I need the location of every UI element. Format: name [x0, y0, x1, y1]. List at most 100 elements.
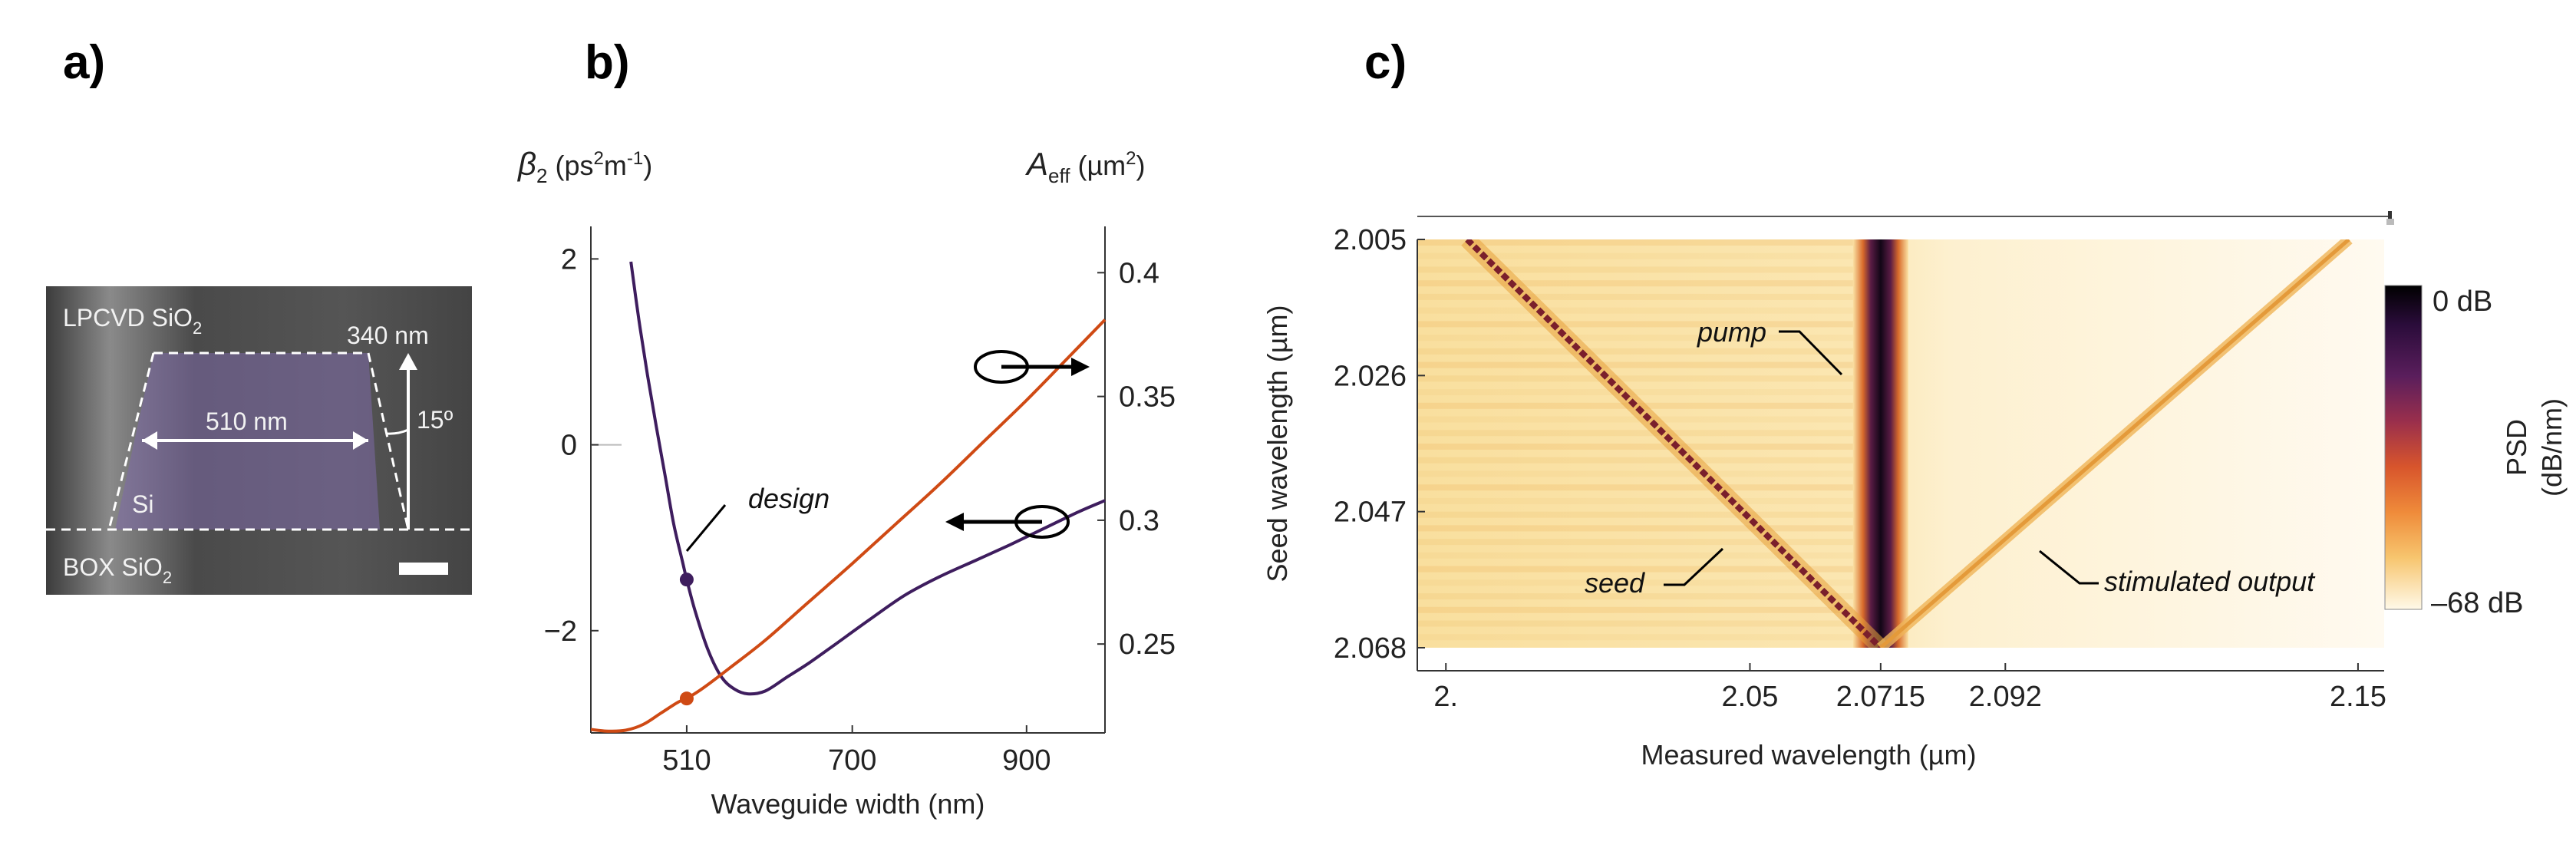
heat-stripe	[1417, 634, 1881, 641]
output-annotation: stimulated output	[2104, 566, 2316, 597]
c-y-tick-label: 2.047	[1334, 497, 1407, 529]
colorbar-unit: (dB/nm)	[2536, 398, 2568, 497]
pump-annotation: pump	[1697, 316, 1766, 348]
heatmap-plot	[1461, 239, 2353, 648]
heat-stripe	[1417, 552, 1881, 559]
bottom-layer-label: BOX SiO2	[63, 553, 172, 587]
b-yr-tick-label: 0.3	[1119, 505, 1159, 537]
heat-stripe	[1417, 402, 1881, 409]
heat-stripe	[1417, 539, 1881, 546]
top-right-mark-tail	[2386, 219, 2394, 225]
colorbar	[2384, 285, 2423, 610]
aeff-axis-indicator	[974, 350, 1090, 384]
aeff-design-point	[679, 691, 694, 706]
right-axis-title: Aeff (µm2)	[1024, 146, 1146, 187]
angle-label: 15º	[417, 406, 454, 434]
heat-stripe	[1417, 389, 1881, 396]
seed-annotation: seed	[1585, 567, 1645, 599]
height-label: 340 nm	[347, 322, 429, 349]
beta2-series-line	[629, 261, 1106, 696]
stimulated-output-core	[1879, 239, 2350, 648]
b-y-tick-label: 2	[561, 243, 577, 276]
panel-a-label: a)	[63, 36, 105, 89]
c-y-tick-label: 2.068	[1334, 632, 1407, 665]
pump-band	[1852, 239, 1908, 648]
c-y-tick-label: 2.026	[1334, 360, 1407, 392]
output-leader	[2039, 549, 2099, 585]
heat-stripe	[1417, 579, 1881, 586]
pump-leader	[1779, 330, 1843, 376]
heat-stripe	[1417, 293, 1881, 300]
b-yr-tick-label: 0.4	[1119, 257, 1159, 289]
heat-stripe	[1417, 497, 1881, 504]
design-annotation: design	[748, 483, 830, 514]
panel-c: c) 2. 2.05 2.0715 2.092 2.152.0052.0262.0472…	[1262, 36, 2568, 771]
top-right-mark	[2388, 211, 2392, 225]
heat-stripe	[1417, 470, 1881, 477]
c-x-tick-label: 2.	[1433, 681, 1458, 713]
heat-stripe	[1417, 430, 1881, 437]
b-x-tick-label: 900	[1002, 744, 1051, 777]
heat-stripe	[1417, 348, 1881, 355]
panel-a: a) LPCVD SiO2 340 nm 510 nm 15º Si BOX S…	[46, 36, 472, 595]
heat-stripe	[1417, 606, 1881, 613]
panel-c-axes: 2. 2.05 2.0715 2.092 2.15 2.005 2.026 2.047 2.06…	[1262, 216, 2388, 771]
heat-stripe	[1417, 321, 1881, 328]
heat-stripe	[1417, 566, 1881, 573]
width-arrow-right-head	[353, 431, 368, 450]
heat-stripe	[1417, 335, 1881, 342]
b-x-tick-label: 510	[662, 744, 711, 777]
b-yr-tick-label: 0.25	[1119, 629, 1176, 661]
heat-stripe	[1417, 266, 1881, 273]
heat-stripe	[1417, 361, 1881, 368]
heat-stripe	[1417, 252, 1881, 259]
c-y-tick-label: 2.005	[1334, 224, 1407, 256]
c-y-axis-label: Seed wavelength (µm)	[1262, 305, 1293, 582]
beta2-axis-indicator	[945, 505, 1070, 539]
b-yr-tick-label: 0.35	[1119, 381, 1176, 414]
scale-bar	[399, 563, 448, 575]
panel-c-label: c)	[1364, 36, 1407, 89]
heat-stripe	[1417, 525, 1881, 532]
width-arrow-left-head	[142, 431, 157, 450]
panel-b: b) β2 (ps2m-1) Aeff (µm2) 510 700 900 2 0 −2 0.4…	[516, 36, 1176, 820]
angle-arc	[386, 428, 409, 435]
aeff-series-line	[590, 318, 1107, 733]
colorbar-top-label: 0 dB	[2433, 285, 2492, 318]
heat-stripe	[1417, 280, 1881, 287]
c-x-tick-label: 2.092	[1969, 681, 2042, 713]
b-y-tick-label: 0	[561, 430, 577, 462]
top-layer-label: LPCVD SiO2	[63, 304, 202, 338]
c-x-tick-label: 2.05	[1721, 681, 1778, 713]
panel-b-axes: 510 700 900 2 0 −2 0.4 0.35 0.3 0.25 Waveguide wid…	[544, 226, 1176, 820]
colorbar-bottom-label: –68 dB	[2431, 587, 2523, 619]
colorbar-title: PSD	[2501, 419, 2532, 476]
height-arrow-head	[399, 353, 417, 370]
b-y-tick-label: −2	[544, 615, 577, 648]
waveguide-top-outline	[153, 351, 410, 530]
b-x-axis-label: Waveguide width (nm)	[711, 788, 985, 820]
c-x-tick-label: 2.15	[2330, 681, 2386, 713]
heat-stripe	[1417, 457, 1881, 464]
heat-stripe	[1417, 444, 1881, 450]
seed-line	[1465, 239, 1883, 648]
core-label: Si	[132, 490, 153, 518]
heat-stripe	[1417, 239, 1881, 246]
heat-stripe	[1417, 307, 1881, 314]
left-axis-title: β2 (ps2m-1)	[516, 146, 652, 187]
beta2-design-point	[679, 573, 694, 587]
heat-stripe	[1417, 593, 1881, 600]
c-x-axis-label: Measured wavelength (µm)	[1641, 739, 1977, 771]
heat-stripe	[1417, 511, 1881, 518]
heat-stripe	[1417, 620, 1881, 627]
b-x-tick-label: 700	[828, 744, 876, 777]
design-leader	[685, 504, 727, 552]
heat-stripe	[1417, 375, 1881, 382]
panel-b-plot	[590, 261, 1107, 733]
seed-leader	[1664, 547, 1724, 586]
heat-stripe	[1417, 484, 1881, 491]
c-x-tick-label: 2.0715	[1836, 681, 1925, 713]
panel-b-label: b)	[585, 36, 630, 89]
width-label: 510 nm	[206, 408, 288, 435]
